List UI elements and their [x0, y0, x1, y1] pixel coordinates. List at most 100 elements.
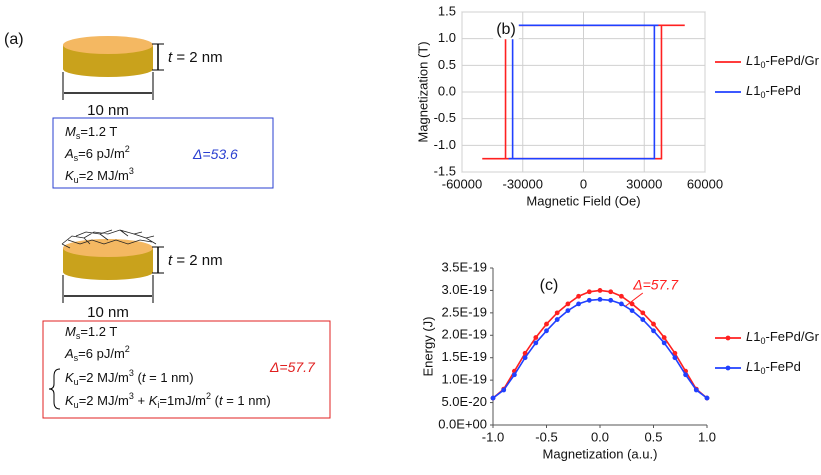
delta-label: Δ=53.6	[192, 146, 238, 162]
legend-label: L10-FePd/Gr	[746, 53, 820, 70]
name-part: 1	[753, 359, 760, 374]
point	[512, 372, 517, 378]
y-tick-label: 3.0E-19	[441, 282, 487, 297]
legend-label: L10-FePd	[746, 359, 801, 376]
x-tick-label: -0.5	[535, 429, 557, 444]
point	[619, 301, 624, 307]
name-part: 0	[760, 366, 765, 376]
thickness-label: t = 2 nm	[168, 252, 223, 269]
legend-label: L10-FePd	[746, 83, 801, 100]
name-part: -FePd/Gr	[765, 53, 819, 68]
point	[522, 355, 528, 361]
y-tick-label: 0.0E+00	[438, 416, 487, 431]
panel-label: (a)	[4, 31, 24, 48]
param-line: Ms=1.2 T	[65, 324, 117, 341]
param-line: Ku=2 MJ/m3 + Ki=1mJ/m2 (t = 1 nm)	[65, 391, 271, 410]
point	[576, 293, 581, 299]
y-tick-label: 2.0E-19	[441, 327, 487, 342]
panel-title: (b)	[496, 21, 516, 38]
panel-a: (a) t = 2 nm 10 nm Ms=1.2 T As=6 pJ/m2 K…	[4, 31, 331, 419]
point	[522, 350, 528, 356]
x-tick-label: 0	[580, 176, 587, 191]
point	[533, 335, 539, 340]
legend-marker	[725, 365, 731, 371]
legend-label: L10-FePd/Gr	[746, 329, 820, 346]
annotation-leader	[625, 292, 644, 307]
x-tick-label: 60000	[687, 176, 723, 191]
point	[501, 387, 507, 393]
point	[661, 340, 667, 346]
point	[672, 355, 678, 361]
point	[619, 293, 624, 299]
point	[533, 340, 539, 346]
point	[704, 395, 710, 401]
point	[693, 387, 699, 393]
y-tick-label: 0.0	[438, 83, 456, 98]
param-box	[42, 320, 331, 419]
legend-marker	[725, 335, 731, 341]
y-tick-label: -0.5	[434, 110, 456, 125]
point	[576, 301, 581, 307]
point	[565, 308, 571, 314]
thickness-label: t = 2 nm	[168, 49, 223, 66]
x-axis-label: Magnetization (a.u.)	[543, 446, 658, 461]
y-tick-label: 0.5	[438, 57, 456, 72]
point	[597, 297, 603, 302]
disk-bottom	[63, 264, 153, 280]
point	[608, 289, 614, 295]
point	[565, 301, 571, 307]
x-tick-label: -30000	[503, 176, 543, 191]
x-tick-label: 30000	[626, 176, 662, 191]
x-tick-label: -60000	[442, 176, 482, 191]
param-line: Ku=2 MJ/m3 (t = 1 nm)	[65, 368, 194, 387]
panel-title: (c)	[540, 277, 559, 294]
x-tick-label: 1.0	[698, 429, 716, 444]
point	[629, 308, 635, 314]
point	[544, 328, 549, 334]
y-axis-label: Energy (J)	[420, 317, 435, 377]
y-tick-label: 1.5E-19	[441, 349, 487, 364]
point	[661, 335, 667, 340]
name-part: 1	[753, 53, 760, 68]
point	[651, 321, 656, 327]
param-line: Ku=2 MJ/m3	[65, 166, 134, 185]
delta-label: Δ=57.7	[269, 359, 316, 375]
width-label: 10 nm	[87, 304, 129, 321]
x-tick-label: 0.5	[644, 429, 662, 444]
point	[586, 289, 592, 295]
y-tick-label: 2.5E-19	[441, 304, 487, 319]
point	[597, 288, 603, 293]
width-label: 10 nm	[87, 102, 129, 119]
point	[586, 297, 592, 303]
series-line	[508, 24, 659, 160]
x-tick-label: -1.0	[482, 429, 504, 444]
y-axis-label: Magnetization (T)	[415, 41, 430, 142]
series-line	[482, 24, 685, 160]
name-part: -FePd/Gr	[765, 329, 819, 344]
name-part: L	[746, 83, 753, 98]
param-line: Ms=1.2 T	[65, 124, 117, 141]
name-part: 0	[760, 60, 765, 70]
name-part: -FePd	[765, 83, 800, 98]
x-axis-label: Magnetic Field (Oe)	[526, 193, 640, 208]
point	[554, 317, 560, 322]
y-tick-label: -1.0	[434, 137, 456, 152]
name-part: 1	[753, 83, 760, 98]
name-part: L	[746, 359, 753, 374]
param-line: As=6 pJ/m2	[64, 344, 130, 363]
point	[672, 350, 678, 356]
point	[640, 317, 646, 322]
y-tick-label: -1.5	[434, 163, 456, 178]
y-tick-label: 5.0E-20	[441, 394, 487, 409]
name-part: 0	[760, 90, 765, 100]
point	[554, 310, 560, 316]
point	[640, 310, 646, 316]
param-line: As=6 pJ/m2	[64, 144, 130, 163]
disk-top	[63, 36, 153, 54]
point	[490, 395, 496, 401]
y-tick-label: 3.5E-19	[441, 259, 487, 274]
disk-top	[63, 239, 153, 257]
point	[608, 297, 614, 303]
name-part: L	[746, 53, 753, 68]
point	[683, 372, 688, 378]
